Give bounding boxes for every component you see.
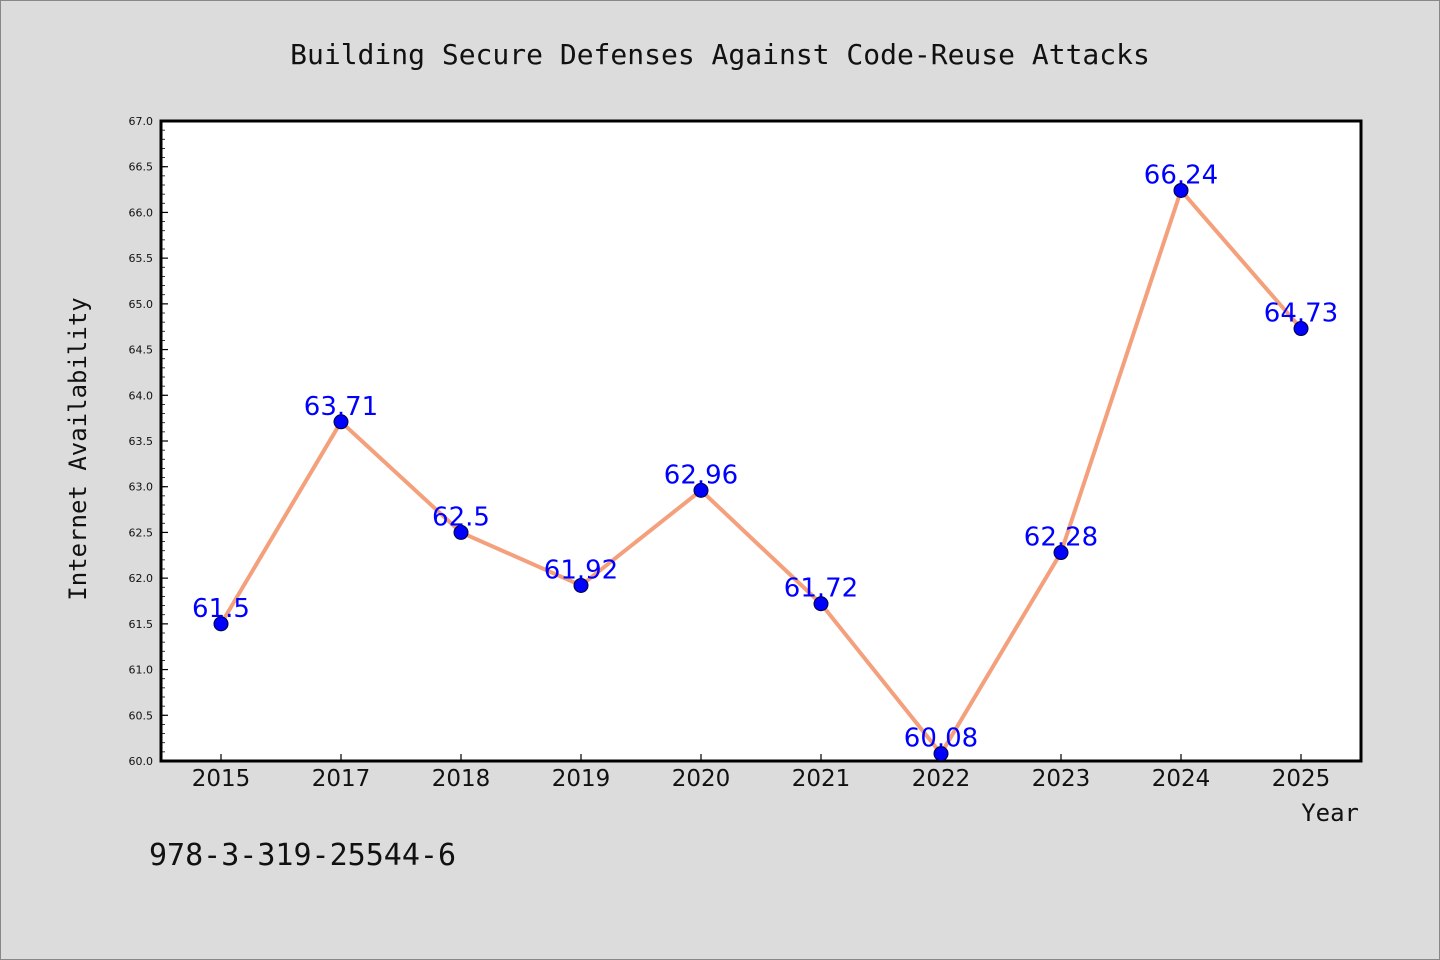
data-label: 64.73 — [1264, 299, 1338, 329]
y-axis-label: Internet Availability — [64, 297, 92, 600]
x-tick-label: 2015 — [192, 766, 251, 792]
data-point — [1173, 182, 1189, 198]
data-point — [1293, 321, 1309, 337]
y-tick-label: 60.5 — [129, 709, 154, 722]
annotation-isbn: 978-3-319-25544-6 — [149, 838, 456, 873]
x-tick-label: 2021 — [792, 766, 851, 792]
data-labels-group: 61.5 63.71 62.5 61.92 62.96 61.72 60.08 62.28 66… — [192, 160, 1338, 753]
y-tick-label: 62.0 — [129, 572, 154, 585]
data-label: 62.28 — [1024, 523, 1098, 553]
y-tick-label: 61.5 — [129, 618, 154, 631]
data-label: 66.24 — [1144, 160, 1218, 190]
y-tick-label: 63.0 — [129, 481, 154, 494]
data-label: 61.72 — [784, 574, 858, 604]
data-point — [933, 746, 949, 762]
y-tick-label: 67.0 — [129, 115, 154, 128]
data-point — [573, 577, 589, 593]
x-tick-label: 2019 — [552, 766, 611, 792]
y-tick-label: 66.5 — [129, 161, 154, 174]
x-axis-label: Year — [1301, 799, 1359, 827]
y-tick-label: 66.0 — [129, 206, 154, 219]
x-tick-label: 2022 — [912, 766, 971, 792]
data-label: 62.5 — [432, 502, 490, 532]
data-point — [1053, 545, 1069, 561]
x-tick-label: 2018 — [432, 766, 491, 792]
data-label: 60.08 — [904, 724, 978, 754]
y-tick-label: 62.5 — [129, 526, 154, 539]
y-axis: 60.0 60.5 61.0 61.5 62.0 62.5 63.0 63.5 64.0 64.5… — [129, 115, 168, 768]
data-point — [333, 414, 349, 430]
series-line-group — [213, 182, 1309, 762]
y-tick-label: 65.5 — [129, 252, 154, 265]
data-point — [453, 524, 469, 540]
data-point — [213, 616, 229, 632]
y-tick-label: 60.0 — [129, 755, 154, 768]
x-tick-label: 2017 — [312, 766, 371, 792]
series-line — [219, 188, 1303, 756]
data-point — [693, 482, 709, 498]
y-tick-label: 61.0 — [129, 664, 154, 677]
y-tick-label: 64.0 — [129, 389, 154, 402]
data-label: 61.5 — [192, 594, 250, 624]
x-tick-label: 2025 — [1272, 766, 1331, 792]
x-tick-label: 2024 — [1152, 766, 1211, 792]
plot-area — [159, 119, 1363, 763]
x-tick-label: 2020 — [672, 766, 731, 792]
data-label: 61.92 — [544, 555, 618, 585]
y-tick-label: 64.5 — [129, 344, 154, 357]
x-axis: 2015 2017 2018 2019 2020 2021 2022 2023 2024 2025 — [192, 754, 1331, 792]
data-label: 62.96 — [664, 460, 738, 490]
data-label: 63.71 — [304, 392, 378, 422]
x-tick-label: 2023 — [1032, 766, 1091, 792]
data-point — [813, 596, 829, 612]
y-tick-label: 65.0 — [129, 298, 154, 311]
y-tick-label: 63.5 — [129, 435, 154, 448]
chart-title: Building Secure Defenses Against Code-Re… — [290, 38, 1150, 71]
